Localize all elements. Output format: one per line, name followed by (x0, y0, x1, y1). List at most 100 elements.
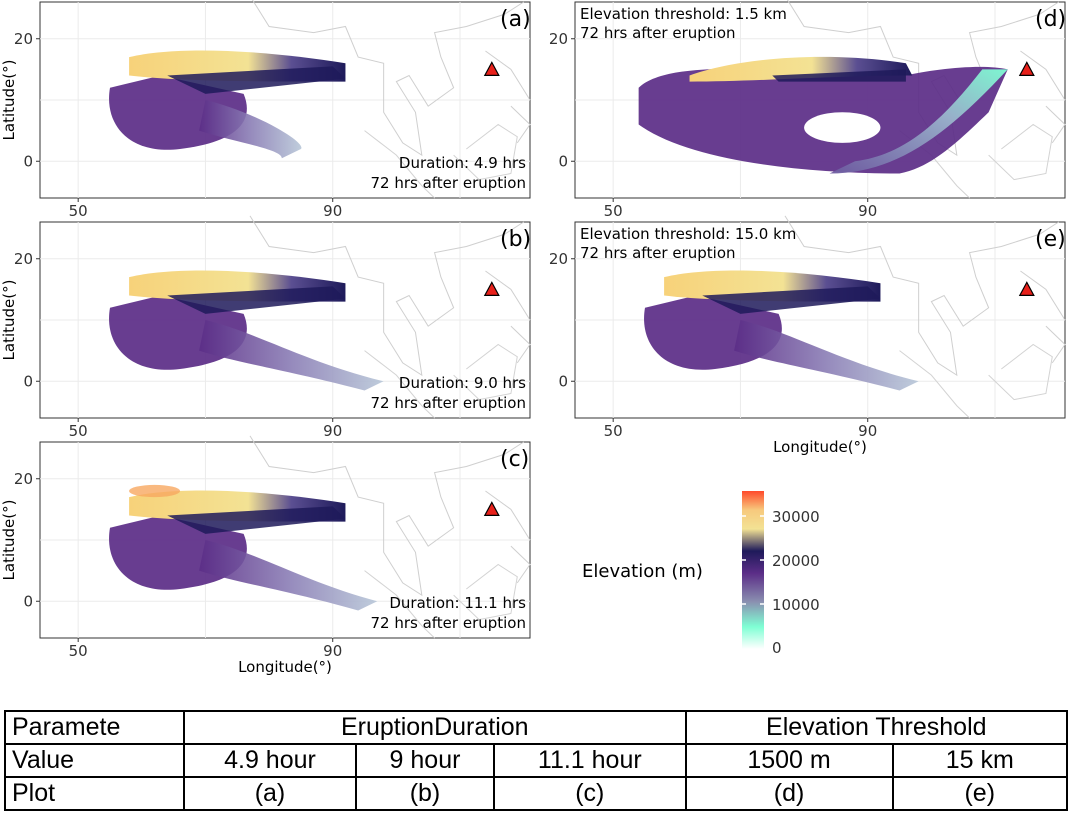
x-tick-label: 90 (858, 422, 877, 440)
plume-core (772, 69, 906, 82)
x-tick-label: 50 (69, 202, 88, 220)
plume-core (167, 506, 346, 534)
table-row-value: Value 4.9 hour 9 hour 11.1 hour 1500 m 1… (4, 743, 1069, 778)
volcano-marker-icon (1018, 61, 1035, 76)
y-tick-label: 0 (558, 152, 568, 170)
panel-label: (a) (500, 7, 531, 32)
y-tick-label: 20 (14, 470, 33, 488)
coastline (988, 343, 1053, 401)
table-cell: (e) (891, 776, 1069, 811)
y-tick-label: 0 (23, 152, 33, 170)
y-tick-label: 20 (14, 30, 33, 48)
ash-plume (109, 484, 378, 611)
y-axis-label: Latitude(°) (0, 60, 18, 141)
plume-tail (199, 100, 302, 159)
coastline (485, 270, 531, 364)
x-tick-label: 50 (69, 422, 88, 440)
panel-annotation: 72 hrs after eruption (370, 394, 526, 412)
plume-core (167, 66, 346, 94)
panel-annotation: Elevation threshold: 1.5 km (580, 5, 787, 23)
legend-tick-30000: 30000 (742, 508, 820, 526)
plume-tail (199, 540, 378, 611)
table-cell: 15 km (891, 743, 1069, 778)
map-panel-b: (b) Duration: 9.0 hrs 72 hrs after eruptio… (0, 215, 531, 440)
y-tick-label: 20 (549, 30, 568, 48)
panel-label: (e) (1035, 227, 1066, 252)
panel-annotation: 72 hrs after eruption (370, 174, 526, 192)
x-tick-label: 90 (323, 642, 342, 660)
plume-tail (199, 320, 384, 391)
x-tick-label: 50 (69, 642, 88, 660)
x-tick-label: 50 (604, 202, 623, 220)
coastline (485, 490, 531, 584)
plume-core (702, 286, 881, 314)
coastline (249, 215, 524, 377)
plume-hole (804, 112, 881, 143)
panel-annotation: 72 hrs after eruption (580, 24, 736, 42)
table-cell-plot-label: Plot (4, 776, 185, 811)
y-tick-label: 0 (23, 372, 33, 390)
parameter-table: Paramete EruptionDuration Elevation Thre… (4, 710, 1069, 811)
table-cell: 11.1 hour (493, 743, 687, 778)
y-tick-label: 0 (23, 592, 33, 610)
legend-tick-10000: 10000 (742, 596, 820, 614)
ash-plume (638, 56, 1008, 174)
table-cell: 9 hour (354, 743, 496, 778)
x-tick-label: 90 (323, 202, 342, 220)
map-panel-c: (c) Duration: 11.1 hrs 72 hrs after erupti… (0, 435, 531, 676)
panel-label: (c) (500, 447, 529, 472)
volcano-marker-icon (483, 501, 500, 516)
coastline (453, 123, 518, 181)
coastline (364, 350, 435, 419)
table-cell: (a) (183, 776, 357, 811)
legend-colorbar (742, 491, 764, 649)
table-cell: (d) (684, 776, 894, 811)
y-tick-label: 20 (549, 250, 568, 268)
legend-tick-label: 20000 (772, 552, 820, 570)
table-cell: 1500 m (684, 743, 894, 778)
panel-annotation: Duration: 4.9 hrs (399, 154, 526, 172)
volcano-marker-icon (483, 281, 500, 296)
coastline (988, 123, 1053, 181)
coastline (784, 215, 1059, 377)
plume-tail (734, 320, 919, 391)
ash-plume (109, 270, 384, 391)
coastline (453, 563, 518, 621)
coastline (249, 435, 524, 597)
table-row-header: Paramete EruptionDuration Elevation Thre… (4, 710, 1069, 745)
volcano-marker-icon (483, 61, 500, 76)
table-cell-group-duration: EruptionDuration (183, 710, 687, 745)
coastline (364, 570, 435, 639)
table-cell-parameter-label: Paramete (4, 710, 185, 745)
x-tick-label: 50 (604, 422, 623, 440)
coastline (485, 50, 531, 144)
legend-title: Elevation (m) (582, 561, 703, 582)
y-axis-label: Latitude(°) (0, 280, 18, 361)
panel-annotation: 72 hrs after eruption (580, 244, 736, 262)
legend-tick-label: 10000 (772, 596, 820, 614)
coastline (899, 350, 970, 419)
table-cell: (b) (354, 776, 496, 811)
plume-lowlevel (829, 69, 1008, 174)
coastline (251, 0, 524, 157)
coastline (1020, 50, 1066, 144)
coastline (453, 343, 518, 401)
table-cell-group-threshold: Elevation Threshold (684, 710, 1069, 745)
x-axis-label: Longitude(°) (773, 438, 867, 456)
panel-label: (d) (1035, 7, 1066, 32)
x-tick-label: 90 (858, 202, 877, 220)
plume-peak (129, 484, 180, 498)
plume-core (167, 286, 346, 314)
table-cell-value-label: Value (4, 743, 185, 778)
elevation-legend: Elevation (m) 30000 20000 10000 0 (582, 491, 820, 657)
legend-tick-label: 0 (772, 639, 782, 657)
x-axis-label: Longitude(°) (238, 658, 332, 676)
legend-tick-0: 0 (772, 639, 782, 657)
table-row-plot: Plot (a) (b) (c) (d) (e) (4, 776, 1069, 811)
table-cell: (c) (493, 776, 687, 811)
ash-plume (644, 270, 919, 391)
panel-annotation: Elevation threshold: 15.0 km (580, 225, 796, 243)
x-tick-label: 90 (323, 422, 342, 440)
